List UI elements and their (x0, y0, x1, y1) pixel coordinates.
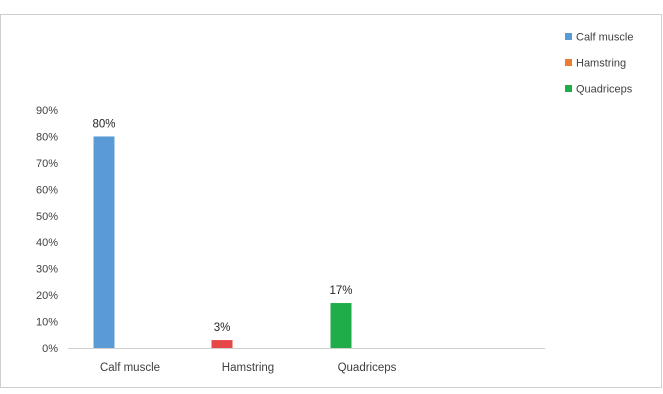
y-tick-label: 70% (36, 158, 58, 170)
x-tick-label: Hamstring (222, 362, 274, 374)
x-axis: Calf muscle Hamstring Quadriceps (68, 348, 545, 374)
legend: Calf muscle Hamstring Quadriceps (565, 32, 633, 96)
data-label: 3% (214, 322, 231, 334)
y-tick-label: 40% (36, 237, 58, 249)
y-tick-label: 10% (36, 317, 58, 329)
data-label: 17% (329, 285, 352, 297)
y-tick-label: 90% (36, 105, 58, 117)
y-tick-label: 0% (42, 343, 58, 355)
bar-calf-muscle (93, 136, 115, 348)
y-tick-label: 20% (36, 290, 58, 302)
y-tick-label: 80% (36, 131, 58, 143)
y-axis: 0% 10% 20% 30% 40% 50% 60% 70% 80% 90% (36, 105, 58, 355)
legend-swatch (565, 85, 572, 92)
bar-quadriceps (330, 303, 352, 348)
legend-label: Hamstring (576, 58, 626, 70)
y-tick-label: 30% (36, 264, 58, 276)
data-label: 80% (92, 118, 115, 130)
x-tick-label: Calf muscle (100, 362, 160, 374)
data-labels: 80% 3% 17% (92, 118, 352, 334)
bar-hamstring (211, 340, 233, 348)
legend-label: Quadriceps (576, 84, 633, 96)
legend-swatch (565, 33, 572, 40)
y-tick-label: 50% (36, 211, 58, 223)
legend-label: Calf muscle (576, 32, 633, 44)
bars (93, 136, 352, 348)
x-tick-label: Quadriceps (338, 362, 397, 374)
y-tick-label: 60% (36, 184, 58, 196)
legend-swatch (565, 59, 572, 66)
